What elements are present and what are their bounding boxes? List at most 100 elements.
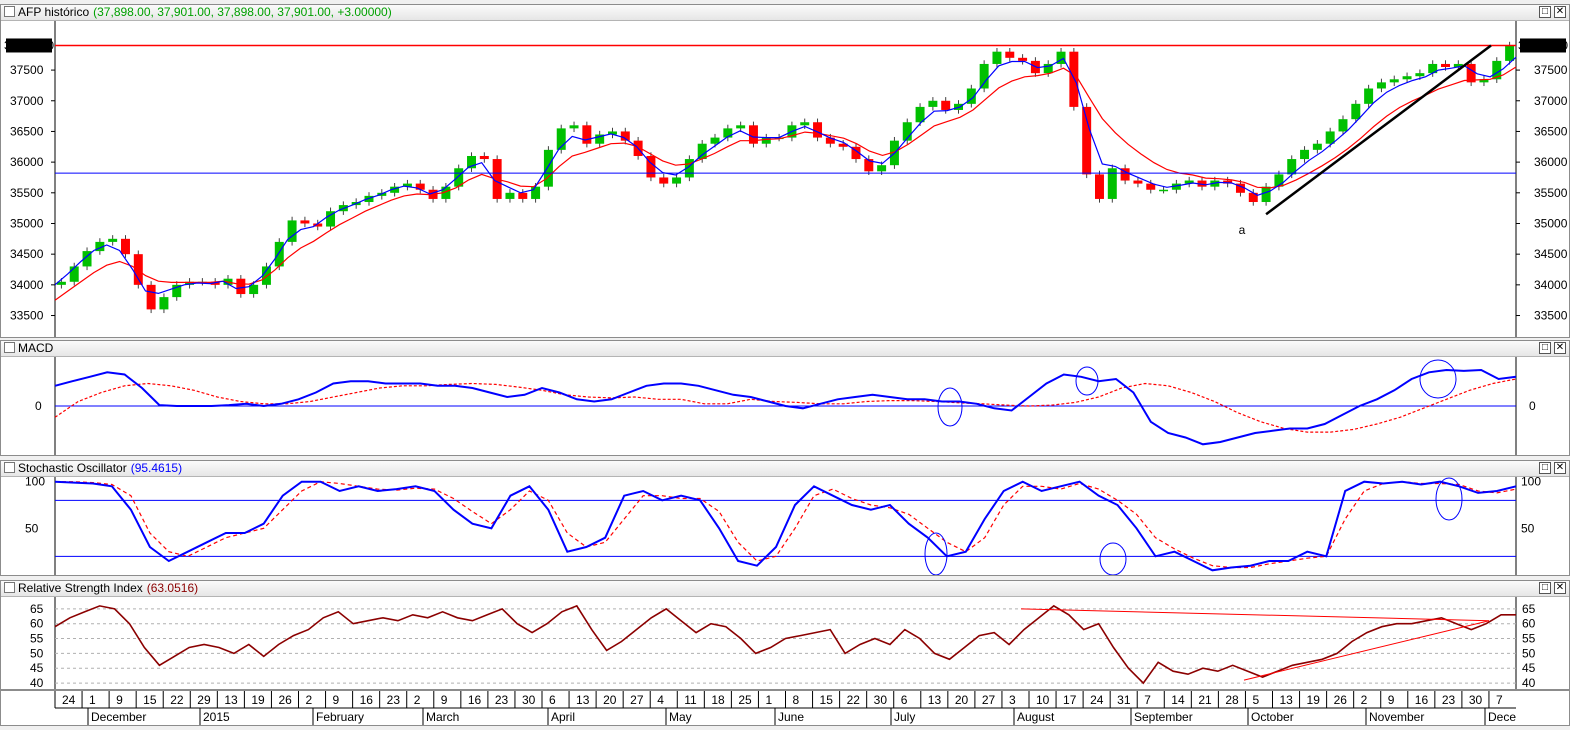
candle-body [1403,76,1412,79]
month-label: Dece [1488,710,1516,724]
close-button[interactable]: ✕ [1554,342,1566,354]
left-tick-label: 40 [30,676,44,689]
day-label: 14 [1171,693,1185,707]
price-pane-titlebar: AFP histórico (37,898.00, 37,901.00, 37,8… [1,5,1569,21]
left-tick-label: 35000 [10,216,44,230]
candle-body [1364,88,1373,103]
candle-body [570,125,579,128]
day-label: 29 [197,693,211,707]
maximize-button[interactable]: □ [1539,6,1551,18]
candle-body [1018,58,1027,61]
day-label: 17 [1063,693,1077,707]
day-label: 6 [549,693,556,707]
fast-moving-average-line [55,57,1516,293]
candle-body [531,187,540,199]
candle-body [108,239,117,242]
day-label: 23 [387,693,401,707]
stochastic-plot: 100 10050 50 [1,477,1569,575]
close-button[interactable]: ✕ [1554,462,1566,474]
candle-body [518,193,527,199]
candle-body [672,177,681,183]
day-label: 9 [1388,693,1395,707]
day-label: 23 [495,693,509,707]
right-tick-label: 55 [1522,632,1536,646]
candle-body [1133,181,1142,184]
right-tick-label: 50 [1522,646,1536,660]
day-label: 30 [874,693,888,707]
maximize-button[interactable]: □ [1539,462,1551,474]
left-tick-label: 100 [25,477,45,489]
rsi-line [55,606,1516,683]
right-tick-label: 33500 [1534,309,1568,323]
left-tick-label: 36000 [10,155,44,169]
maximize-button[interactable]: □ [1539,342,1551,354]
month-label: December [91,710,146,724]
chart-icon [4,6,15,17]
left-tick-label: 50 [30,646,44,660]
month-label: June [778,710,804,724]
day-label: 13 [1280,693,1294,707]
day-label: 19 [251,693,265,707]
candle-body [800,122,809,125]
day-label: 13 [224,693,238,707]
day-label: 27 [630,693,644,707]
time-axis-svg: 24 1 9 15 22 29 13 19 26 2 9 16 23 2 9 16 23 30 6 13 20 27 4 11… [1,691,1569,725]
left-tick-label: 55 [30,632,44,646]
day-label: 16 [468,693,482,707]
day-label: 24 [1090,693,1104,707]
day-label: 19 [1307,693,1321,707]
right-tick-label: 37000 [1534,94,1568,108]
day-label: 30 [522,693,536,707]
day-label: 28 [1225,693,1239,707]
macd-line [55,370,1516,444]
macd-plot: 00 [1,357,1569,455]
left-tick-label: 36500 [10,124,44,138]
candle-body [70,266,79,281]
candle-body [544,150,553,187]
candle-body [1313,144,1322,150]
day-label: 26 [278,693,292,707]
day-label: 11 [684,693,697,707]
day-label: 8 [793,693,800,707]
day-label: 7 [1496,693,1503,707]
price-plot: a 37500 37500 37000 37000 36500 36500 36000 3600… [1,21,1569,337]
left-tick-label: 35500 [10,186,44,200]
day-label: 2 [306,693,313,707]
close-button[interactable]: ✕ [1554,6,1566,18]
stochastic-pane-title: Stochastic Oscillator [18,461,127,475]
candle-body [813,122,822,137]
chart-icon [4,342,15,353]
rsi-pane-value: (63.0516) [147,581,198,595]
candle-body [1326,131,1335,143]
candle-body [1082,107,1091,174]
day-label: 27 [982,693,996,707]
right-tick-label: 34500 [1534,247,1568,261]
day-label: 20 [603,693,617,707]
close-button[interactable]: ✕ [1554,582,1566,594]
right-tick-label: 36500 [1534,124,1568,138]
right-tick-label: 35000 [1534,216,1568,230]
month-label: March [426,710,459,724]
day-label: 30 [1469,693,1483,707]
stochastic-k-line [55,482,1516,571]
candle-body [480,156,489,159]
maximize-button[interactable]: □ [1539,582,1551,594]
right-tick-label: 35500 [1534,186,1568,200]
stochastic-pane: Stochastic Oscillator (95.4615) □ ✕ 100 10… [0,460,1570,576]
candle-body [941,101,950,110]
day-label: 2 [414,693,421,707]
day-label: 1 [89,693,96,707]
day-label: 2 [1361,693,1368,707]
day-label: 31 [1117,693,1131,707]
day-label: 15 [143,693,157,707]
day-label: 15 [820,693,834,707]
month-label: 2015 [203,710,230,724]
left-tick-label: 33500 [10,309,44,323]
rsi-pane-title: Relative Strength Index [18,581,143,595]
highlight-ellipse [1420,360,1456,398]
candle-body [121,239,130,254]
price-pane-title: AFP histórico [18,5,89,19]
right-tick-label: 36000 [1534,155,1568,169]
day-label: 1 [765,693,772,707]
left-tick-label: 37500 [10,63,44,77]
